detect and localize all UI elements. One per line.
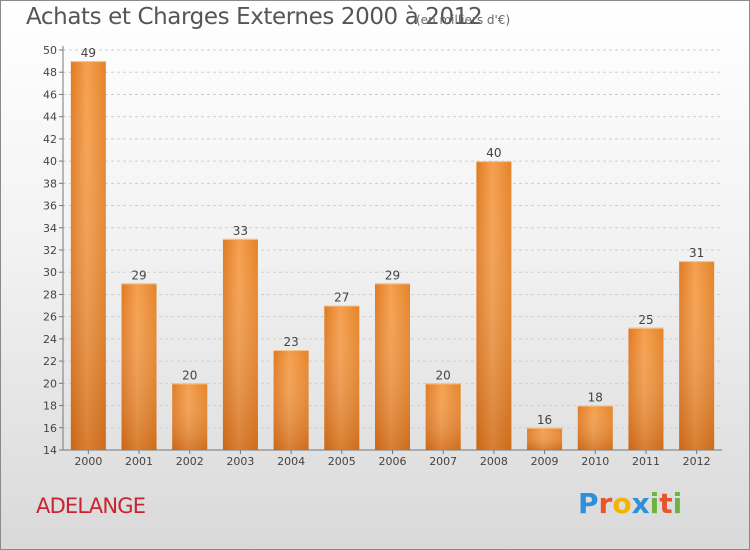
logo-letter: t bbox=[659, 487, 673, 520]
y-tick-label: 48 bbox=[43, 66, 57, 79]
y-tick-label: 36 bbox=[43, 200, 57, 213]
bar-shading bbox=[70, 61, 106, 450]
y-tick-label: 40 bbox=[43, 155, 57, 168]
data-label: 18 bbox=[588, 391, 603, 405]
x-tick-label: 2003 bbox=[226, 455, 254, 468]
commune-name: ADELANGE bbox=[36, 494, 146, 518]
bar-shading bbox=[425, 383, 461, 450]
data-label: 20 bbox=[436, 368, 451, 382]
x-tick-label: 2006 bbox=[379, 455, 407, 468]
logo-letter: i bbox=[672, 487, 683, 520]
data-label: 23 bbox=[283, 335, 298, 349]
x-tick-label: 2011 bbox=[632, 455, 660, 468]
y-tick-label: 18 bbox=[43, 400, 57, 413]
bar-shading bbox=[628, 327, 664, 450]
proxiti-logo: Proxiti bbox=[578, 487, 682, 520]
bar-shading bbox=[222, 238, 258, 450]
data-label: 49 bbox=[81, 46, 96, 60]
bar-shading bbox=[679, 261, 715, 450]
x-tick-label: 2007 bbox=[429, 455, 457, 468]
y-tick-label: 20 bbox=[43, 377, 57, 390]
y-tick-label: 28 bbox=[43, 288, 57, 301]
logo-letter: r bbox=[598, 487, 613, 520]
data-label: 31 bbox=[689, 246, 704, 260]
y-tick-label: 16 bbox=[43, 422, 57, 435]
bar-shading bbox=[375, 283, 410, 450]
chart-title: Achats et Charges Externes 2000 à 2012 bbox=[26, 4, 483, 30]
labels: 14 16 18 20 22 24 26 28 30 32 34 36 38 40 42 44 46 48 50 49… bbox=[43, 44, 711, 468]
y-tick-label: 24 bbox=[43, 333, 57, 346]
x-tick-label: 2008 bbox=[480, 455, 508, 468]
y-tick-label: 42 bbox=[43, 133, 57, 146]
y-tick-label: 50 bbox=[43, 44, 57, 57]
bar-shading bbox=[577, 405, 613, 450]
x-tick-label: 2010 bbox=[581, 455, 609, 468]
logo-letter: x bbox=[631, 487, 650, 520]
x-tick-label: 2009 bbox=[531, 455, 559, 468]
data-label: 40 bbox=[486, 146, 501, 160]
y-tick-label: 34 bbox=[43, 222, 57, 235]
data-label: 29 bbox=[385, 268, 400, 282]
logo-letter: P bbox=[578, 487, 599, 520]
x-tick-label: 2004 bbox=[277, 455, 305, 468]
x-tick-label: 2005 bbox=[328, 455, 356, 468]
bar-shading bbox=[121, 283, 157, 450]
logo-letter: i bbox=[649, 487, 660, 520]
bar-shading bbox=[527, 427, 563, 450]
y-tick-label: 30 bbox=[43, 266, 57, 279]
bar-shading bbox=[324, 305, 360, 450]
y-tick-label: 46 bbox=[43, 88, 57, 101]
chart-subtitle: (en milliers d'€) bbox=[416, 13, 511, 27]
data-label: 29 bbox=[131, 268, 146, 282]
data-label: 16 bbox=[537, 413, 552, 427]
bars bbox=[70, 61, 715, 450]
data-label: 27 bbox=[334, 291, 349, 305]
y-tick-label: 14 bbox=[43, 444, 57, 457]
data-label: 33 bbox=[233, 224, 248, 238]
x-tick-label: 2002 bbox=[176, 455, 204, 468]
bar-shading bbox=[476, 161, 512, 450]
bar-shading bbox=[273, 350, 309, 450]
data-label: 20 bbox=[182, 368, 197, 382]
y-tick-label: 26 bbox=[43, 311, 57, 324]
y-tick-label: 38 bbox=[43, 177, 57, 190]
x-tick-label: 2001 bbox=[125, 455, 153, 468]
x-tick-label: 2012 bbox=[683, 455, 711, 468]
x-tick-label: 2000 bbox=[74, 455, 102, 468]
data-label: 25 bbox=[638, 313, 653, 327]
logo-letter: o bbox=[612, 487, 632, 520]
bar-shading bbox=[172, 383, 208, 450]
y-tick-label: 22 bbox=[43, 355, 57, 368]
y-tick-label: 44 bbox=[43, 111, 57, 124]
y-tick-label: 32 bbox=[43, 244, 57, 257]
